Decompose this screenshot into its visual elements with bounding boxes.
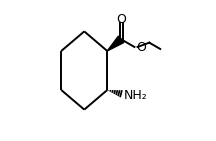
Text: NH₂: NH₂ [124,89,148,102]
Text: O: O [136,41,146,54]
Polygon shape [107,36,124,51]
Text: O: O [116,13,126,26]
